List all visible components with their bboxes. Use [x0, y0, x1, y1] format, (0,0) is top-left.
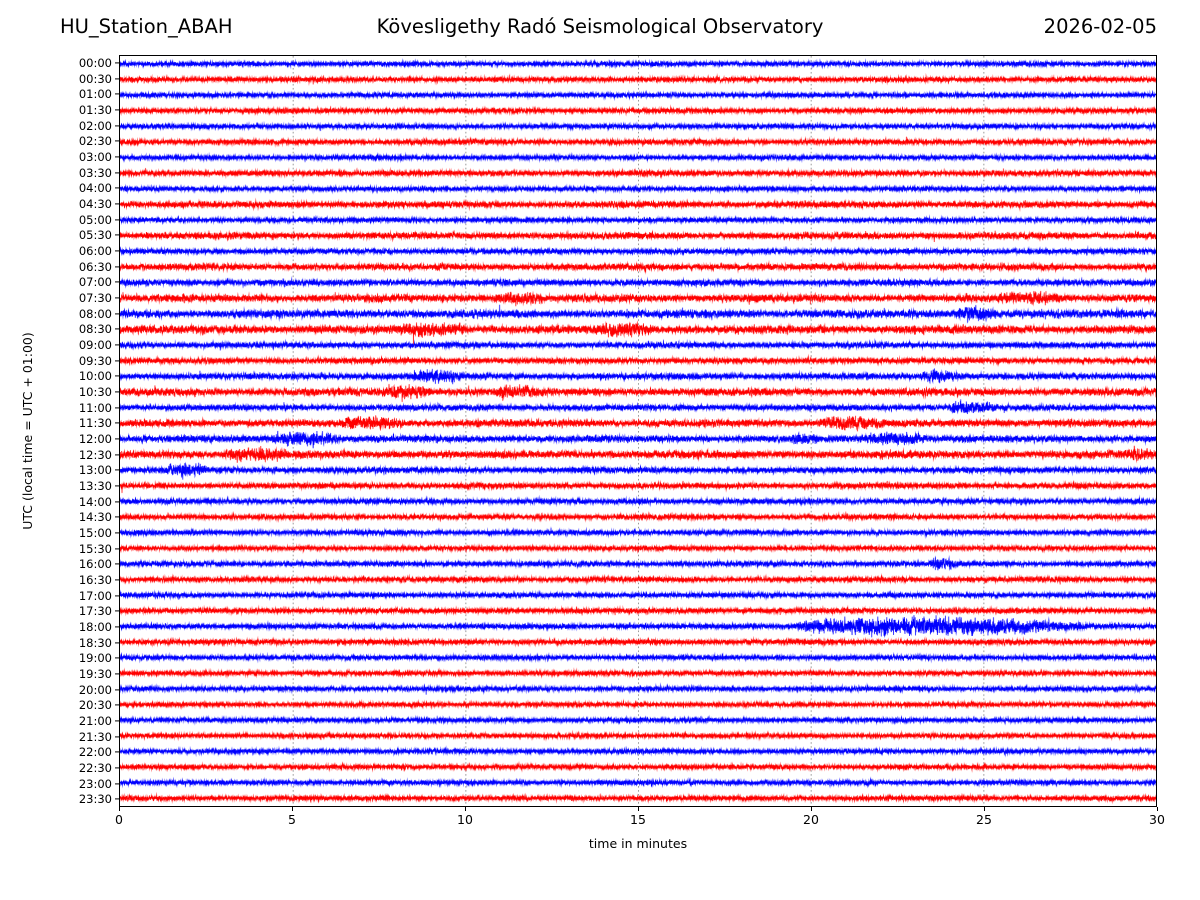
y-tick-label: 17:30 — [78, 604, 112, 619]
y-tick-label: 17:00 — [78, 588, 112, 603]
y-tick-label: 12:30 — [78, 447, 112, 462]
plot-area — [119, 55, 1157, 807]
x-tick-mark — [984, 807, 986, 811]
y-tick-label: 19:30 — [78, 666, 112, 681]
y-tick-label: 07:30 — [78, 290, 112, 305]
y-tick-label: 08:00 — [78, 306, 112, 321]
x-tick-mark — [1157, 807, 1159, 811]
x-tick-label: 10 — [457, 812, 473, 827]
x-tick-label: 25 — [976, 812, 992, 827]
y-tick-label: 15:30 — [78, 541, 112, 556]
y-tick-label: 22:30 — [78, 760, 112, 775]
y-tick-label: 20:30 — [78, 698, 112, 713]
x-tick-mark — [811, 807, 813, 811]
y-tick-label: 01:00 — [78, 87, 112, 102]
y-tick-label: 23:00 — [78, 776, 112, 791]
y-tick-label: 00:30 — [78, 71, 112, 86]
y-tick-label: 02:30 — [78, 134, 112, 149]
date-label: 2026-02-05 — [1043, 15, 1157, 38]
y-tick-label: 20:00 — [78, 682, 112, 697]
observatory-title: Kövesligethy Radó Seismological Observat… — [376, 15, 824, 38]
y-tick-label: 01:30 — [78, 102, 112, 117]
y-tick-label: 16:30 — [78, 572, 112, 587]
y-tick-label: 08:30 — [78, 322, 112, 337]
y-tick-label: 09:00 — [78, 337, 112, 352]
y-tick-label: 22:00 — [78, 745, 112, 760]
y-tick-label: 00:00 — [78, 55, 112, 70]
y-tick-label: 03:00 — [78, 149, 112, 164]
y-tick-label: 15:00 — [78, 525, 112, 540]
y-tick-label: 06:30 — [78, 259, 112, 274]
y-tick-label: 10:00 — [78, 369, 112, 384]
seismogram-traces — [120, 56, 1156, 806]
x-tick-mark — [638, 807, 640, 811]
y-tick-label: 21:00 — [78, 713, 112, 728]
y-tick-label: 16:00 — [78, 557, 112, 572]
y-axis-title: UTC (local time = UTC + 01:00) — [20, 332, 35, 530]
y-tick-label: 05:30 — [78, 228, 112, 243]
y-tick-label: 02:00 — [78, 118, 112, 133]
y-tick-label: 07:00 — [78, 275, 112, 290]
y-tick-label: 04:30 — [78, 196, 112, 211]
y-tick-label: 11:00 — [78, 400, 112, 415]
y-tick-label: 05:00 — [78, 212, 112, 227]
x-tick-label: 15 — [630, 812, 646, 827]
x-tick-label: 20 — [803, 812, 819, 827]
y-tick-label: 04:00 — [78, 181, 112, 196]
y-tick-label: 19:00 — [78, 651, 112, 666]
y-tick-label: 13:30 — [78, 478, 112, 493]
x-tick-label: 0 — [115, 812, 123, 827]
y-tick-label: 14:00 — [78, 494, 112, 509]
station-label: HU_Station_ABAH — [60, 15, 233, 38]
y-tick-label: 03:30 — [78, 165, 112, 180]
y-tick-label: 11:30 — [78, 416, 112, 431]
x-axis-title: time in minutes — [588, 836, 688, 851]
y-tick-label: 06:00 — [78, 243, 112, 258]
x-tick-mark — [465, 807, 467, 811]
y-tick-label: 23:30 — [78, 792, 112, 807]
x-tick-mark — [292, 807, 294, 811]
y-tick-label: 18:00 — [78, 619, 112, 634]
x-tick-label: 30 — [1149, 812, 1165, 827]
x-tick-mark — [119, 807, 121, 811]
y-tick-label: 18:30 — [78, 635, 112, 650]
y-tick-label: 13:00 — [78, 463, 112, 478]
x-tick-label: 5 — [288, 812, 296, 827]
y-tick-label: 10:30 — [78, 384, 112, 399]
y-tick-label: 09:30 — [78, 353, 112, 368]
y-tick-label: 12:00 — [78, 431, 112, 446]
y-tick-label: 14:30 — [78, 510, 112, 525]
y-tick-label: 21:30 — [78, 729, 112, 744]
